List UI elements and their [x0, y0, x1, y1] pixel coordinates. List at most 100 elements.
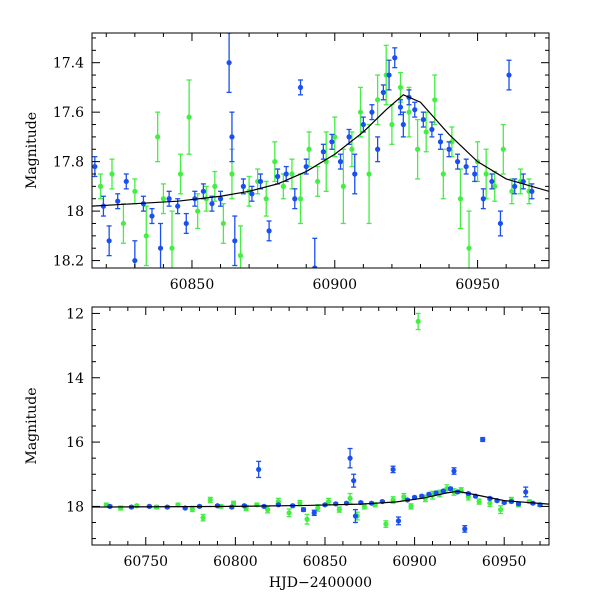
data-marker [383, 521, 389, 527]
data-marker [226, 60, 232, 66]
x-tick-label: 60850 [303, 554, 348, 570]
data-point-blue [426, 491, 432, 497]
data-marker [177, 171, 184, 177]
data-marker [240, 183, 246, 189]
data-point-blue [351, 473, 357, 488]
data-marker [498, 507, 504, 513]
data-marker [214, 503, 221, 509]
data-marker [351, 478, 357, 484]
data-marker [306, 146, 312, 152]
data-point-blue [229, 111, 235, 163]
data-marker [397, 104, 404, 110]
data-marker [320, 149, 326, 155]
data-point-green [383, 520, 389, 528]
data-point-blue [329, 133, 335, 150]
data-marker [446, 146, 452, 152]
data-point-blue [497, 210, 504, 237]
data-point-green [375, 74, 381, 126]
data-marker [426, 491, 432, 497]
data-marker [275, 502, 281, 508]
data-marker [432, 97, 438, 103]
x-tick-label: 60950 [482, 554, 527, 570]
data-point-green [177, 153, 184, 195]
data-marker [375, 146, 381, 152]
data-point-blue [489, 173, 495, 190]
data-marker [315, 505, 321, 511]
data-point-blue [440, 488, 446, 494]
data-marker [237, 253, 244, 259]
data-marker [509, 188, 515, 194]
data-point-blue [369, 104, 375, 121]
data-point-green [186, 79, 192, 155]
data-marker [487, 500, 493, 506]
data-point-blue [462, 525, 468, 533]
data-marker [401, 494, 407, 500]
data-marker [157, 245, 164, 251]
data-point-blue [480, 436, 486, 443]
data-marker [92, 163, 98, 170]
data-point-blue [196, 503, 203, 510]
data-point-green [289, 158, 295, 190]
data-point-blue [256, 460, 262, 479]
series-green [97, 44, 532, 268]
y-axis-title: Magnitude [24, 387, 40, 464]
data-marker [412, 107, 418, 113]
data-marker [149, 213, 155, 219]
data-marker [229, 134, 235, 140]
data-marker [280, 183, 286, 189]
y-tick-label: 17.6 [53, 105, 84, 121]
data-point-green [509, 178, 515, 205]
data-point-green [336, 506, 342, 513]
x-tick-label: 60850 [170, 277, 215, 293]
data-marker [175, 203, 181, 209]
data-marker [415, 146, 421, 152]
data-marker [134, 503, 140, 509]
data-point-blue [226, 33, 232, 94]
data-point-blue [523, 486, 529, 498]
data-point-blue [515, 501, 522, 507]
data-marker [336, 507, 342, 513]
data-marker [220, 220, 226, 227]
data-point-green [297, 173, 304, 225]
data-point-blue [214, 503, 221, 509]
data-point-blue [92, 156, 98, 178]
y-axis-title: Magnitude [24, 112, 40, 189]
data-point-blue [257, 173, 264, 190]
model-curve [92, 490, 549, 508]
data-marker [423, 129, 429, 135]
data-marker [286, 510, 292, 516]
model-curve [92, 94, 549, 207]
data-point-green [160, 183, 167, 215]
data-point-green [220, 203, 226, 244]
data-point-blue [412, 101, 418, 118]
data-marker [462, 526, 468, 532]
data-point-green [272, 141, 278, 183]
data-marker [304, 516, 310, 522]
data-marker [455, 489, 461, 495]
data-marker [483, 171, 489, 177]
data-point-green [306, 131, 312, 168]
data-point-green [97, 173, 104, 200]
data-marker [340, 183, 346, 189]
plot-frame [91, 32, 550, 269]
data-marker [352, 171, 358, 177]
data-point-blue [275, 502, 281, 508]
data-marker [300, 507, 307, 513]
data-point-blue [347, 447, 353, 469]
data-marker [420, 116, 426, 123]
data-point-blue [132, 240, 138, 268]
data-marker [230, 500, 237, 506]
data-point-blue [249, 185, 255, 202]
data-point-blue [106, 225, 112, 257]
data-point-blue [337, 153, 344, 170]
data-marker [266, 228, 272, 234]
data-point-green [109, 158, 115, 190]
data-marker [472, 171, 478, 177]
data-point-green [132, 178, 138, 205]
data-marker [390, 497, 396, 503]
data-point-blue [480, 188, 486, 210]
data-marker [347, 455, 353, 461]
data-point-green [332, 116, 338, 158]
plot-frame [91, 306, 550, 546]
